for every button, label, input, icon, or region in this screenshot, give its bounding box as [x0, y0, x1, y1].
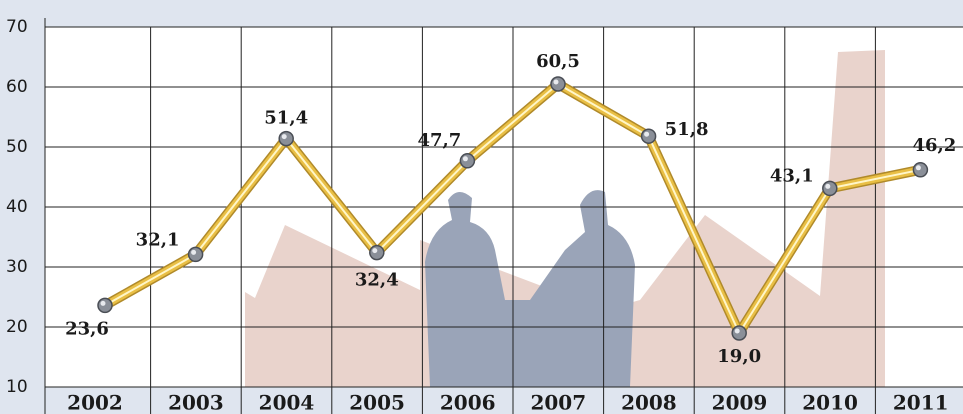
- point-highlight: [916, 165, 921, 170]
- point-highlight: [735, 329, 740, 334]
- point-highlight: [372, 248, 377, 253]
- data-label: 32,1: [136, 229, 180, 250]
- point: [189, 247, 203, 261]
- data-label: 19,0: [717, 346, 761, 367]
- x-tick-label: 2002: [67, 391, 123, 414]
- data-label: 43,1: [770, 165, 814, 186]
- point: [370, 246, 384, 260]
- point: [642, 129, 656, 143]
- y-tick-label: 70: [6, 17, 28, 37]
- point-highlight: [644, 132, 649, 137]
- x-tick-label: 2007: [530, 391, 586, 414]
- x-tick-label: 2003: [168, 391, 224, 414]
- y-tick-label: 40: [6, 197, 28, 217]
- y-tick-label: 30: [6, 257, 28, 277]
- data-label: 60,5: [536, 51, 580, 72]
- chart: 23,6 32,1 51,4 32,4 47,7 60,5 51,8 19,0 43,1 46,2…: [0, 0, 963, 414]
- point-highlight: [101, 301, 106, 306]
- x-tick-label: 2010: [802, 391, 858, 414]
- x-tick-label: 2005: [349, 391, 405, 414]
- point: [551, 77, 565, 91]
- point: [913, 163, 927, 177]
- data-label: 47,7: [417, 130, 461, 151]
- y-tick-label: 20: [6, 317, 28, 337]
- point: [823, 181, 837, 195]
- y-tick-label: 60: [6, 77, 28, 97]
- x-tick-label: 2008: [621, 391, 677, 414]
- point-highlight: [463, 156, 468, 161]
- x-tick-label: 2004: [259, 391, 315, 414]
- data-label: 23,6: [65, 318, 109, 339]
- point-highlight: [554, 80, 559, 85]
- point: [98, 298, 112, 312]
- point: [732, 326, 746, 340]
- point-highlight: [825, 184, 830, 189]
- y-tick-label: 50: [6, 137, 28, 157]
- data-label: 46,2: [912, 135, 956, 156]
- y-tick-label: 10: [6, 377, 28, 397]
- point-highlight: [282, 134, 287, 139]
- data-label: 32,4: [355, 270, 399, 291]
- x-tick-label: 2009: [712, 391, 768, 414]
- point: [460, 154, 474, 168]
- point-highlight: [191, 250, 196, 255]
- data-label: 51,4: [264, 108, 308, 129]
- x-tick-label: 2011: [893, 391, 949, 414]
- data-label: 51,8: [665, 119, 709, 140]
- point: [279, 132, 293, 146]
- x-tick-label: 2006: [440, 391, 496, 414]
